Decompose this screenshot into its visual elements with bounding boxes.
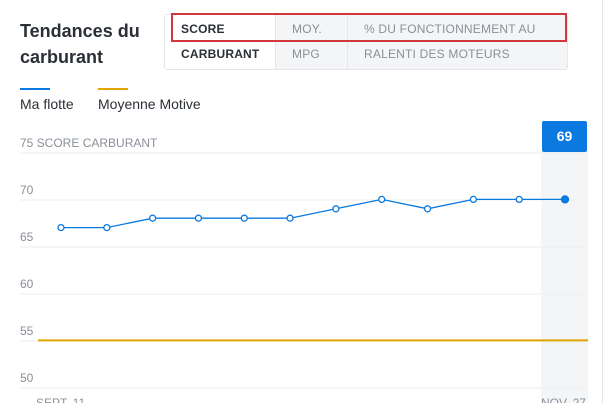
tab-label-line2: MPG: [292, 47, 320, 61]
data-point-fleet: [469, 195, 478, 204]
tab-avg-mpg[interactable]: MOY. MPG: [275, 15, 347, 69]
data-point-fleet: [57, 223, 65, 232]
y-tick-label: 55: [20, 324, 34, 338]
data-point-fleet: [560, 195, 570, 204]
legend-item-average[interactable]: Moyenne Motive: [98, 88, 201, 112]
x-tick-label: SEPT. 11: [36, 396, 85, 403]
y-tick-label: 65: [20, 230, 34, 244]
y-tick-label: 50: [20, 371, 34, 385]
data-point-fleet: [423, 205, 432, 213]
tab-label-line1: MOY.: [292, 22, 322, 36]
tab-fuel-score[interactable]: SCORE CARBURANT: [165, 15, 275, 69]
legend-swatch-fleet: [20, 88, 50, 90]
y-tick-label: 70: [20, 183, 34, 197]
data-point-fleet: [194, 214, 203, 222]
legend-item-fleet[interactable]: Ma flotte: [20, 88, 74, 112]
x-tick-label: NOV. 27: [541, 396, 586, 403]
data-point-fleet: [378, 195, 386, 204]
tab-label-line2: RALENTI DES MOTEURS: [364, 47, 510, 61]
tab-label-line1: SCORE: [181, 22, 225, 36]
hover-column: [541, 152, 588, 403]
y-tick-label: 60: [20, 277, 34, 291]
tab-idle-percent[interactable]: % DU FONCTIONNEMENT AU RALENTI DES MOTEU…: [347, 15, 567, 69]
card-title: Tendances du carburant: [20, 21, 140, 67]
legend-label-average: Moyenne Motive: [98, 96, 201, 112]
data-point-fleet: [332, 205, 340, 213]
series-line-fleet: [61, 198, 565, 229]
y-axis-title: 75 SCORE CARBURANT: [20, 136, 158, 150]
tab-label-line1: % DU FONCTIONNEMENT AU: [364, 22, 536, 36]
data-point-fleet: [515, 195, 523, 204]
data-point-fleet: [148, 214, 157, 222]
legend-label-fleet: Ma flotte: [20, 96, 74, 112]
data-point-fleet: [103, 223, 111, 232]
tab-label-line2: CARBURANT: [181, 47, 260, 61]
metric-tabs: SCORE CARBURANT MOY. MPG % DU FONCTIONNE…: [164, 14, 568, 70]
current-value-badge: 69: [542, 121, 587, 152]
legend-swatch-average: [98, 88, 128, 90]
data-point-fleet: [286, 214, 294, 222]
data-point-fleet: [240, 214, 248, 222]
